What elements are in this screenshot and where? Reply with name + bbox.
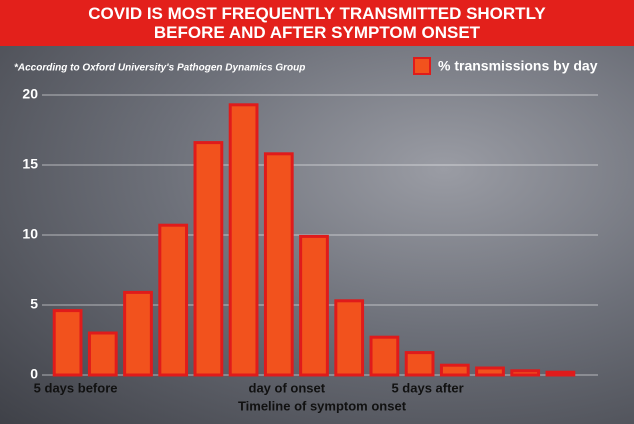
chart-title: COVID IS MOST FREQUENTLY TRANSMITTED SHO… <box>0 0 634 46</box>
bar <box>299 234 329 377</box>
bar <box>158 223 189 377</box>
x-axis-label: Timeline of symptom onset <box>238 398 407 413</box>
bar <box>545 370 576 377</box>
subtitle: *According to Oxford University's Pathog… <box>14 63 305 74</box>
bar <box>193 141 224 377</box>
legend-swatch <box>413 57 431 75</box>
bar <box>52 309 83 377</box>
bar <box>123 290 153 377</box>
y-tick-label: 0 <box>30 366 38 382</box>
x-tick-label: 5 days after <box>391 380 463 395</box>
bar <box>439 363 470 377</box>
bar <box>334 299 365 377</box>
legend-label: % transmissions by day <box>438 58 598 74</box>
bar <box>475 366 505 377</box>
y-tick-label: 20 <box>22 86 38 102</box>
bar <box>228 103 259 377</box>
bar <box>263 152 294 377</box>
bar <box>510 369 541 377</box>
x-tick-label: 5 days before <box>34 380 118 395</box>
y-tick-label: 15 <box>22 156 38 172</box>
bar <box>87 331 118 377</box>
bar <box>369 335 400 377</box>
x-tick-label: day of onset <box>249 380 326 395</box>
y-tick-label: 5 <box>30 296 38 312</box>
y-tick-label: 10 <box>22 226 38 242</box>
bar <box>404 351 435 377</box>
